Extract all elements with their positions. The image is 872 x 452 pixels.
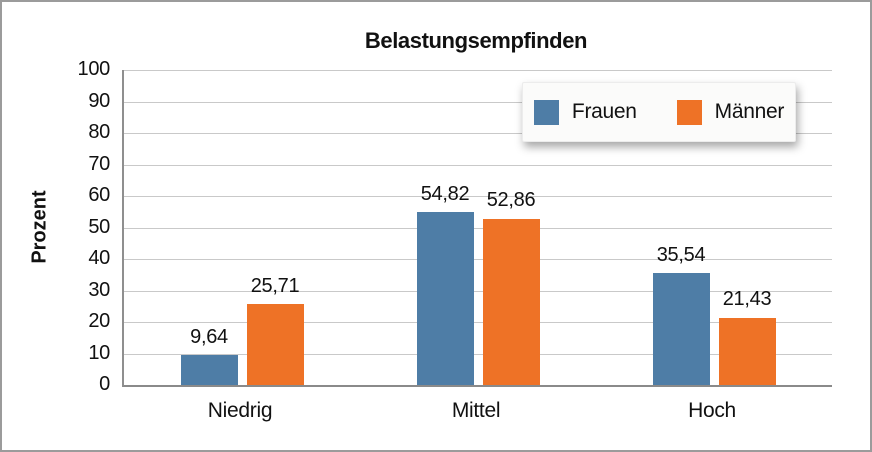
bar-männer-mittel [482, 218, 540, 385]
gridline-70 [124, 164, 832, 166]
gridline-50 [124, 227, 832, 229]
bar-frauen-hoch [652, 273, 710, 385]
x-category-label-hoch: Hoch [688, 399, 736, 422]
gridline-20 [124, 322, 832, 323]
bar-frauen-mittel [416, 212, 474, 385]
gridline-10 [124, 353, 832, 355]
legend-swatch-frauen [533, 99, 559, 125]
y-tick-label-20: 20 [88, 310, 110, 332]
value-label-männer-niedrig: 25,71 [250, 275, 300, 297]
y-tick-label-100: 100 [77, 58, 111, 80]
y-tick-label-0: 0 [99, 373, 110, 395]
legend-swatch-männer [676, 99, 702, 125]
y-tick-label-70: 70 [88, 152, 110, 175]
y-tick-label-30: 30 [88, 278, 110, 301]
bar-frauen-niedrig [180, 354, 238, 385]
y-tick-label-60: 60 [88, 184, 110, 206]
gridline-100 [124, 70, 832, 71]
legend-label-frauen: Frauen [571, 100, 637, 123]
legend: Frauen Männer [522, 82, 796, 142]
legend-item-männer: Männer [676, 99, 785, 125]
bar-männer-hoch [718, 317, 776, 385]
gridline-60 [124, 196, 832, 197]
y-tick-label-50: 50 [88, 215, 110, 238]
y-tick-label-90: 90 [88, 89, 110, 112]
value-label-frauen-niedrig: 9,64 [190, 325, 228, 348]
legend-label-männer: Männer [714, 100, 785, 123]
legend-item-frauen: Frauen [533, 99, 637, 125]
x-category-label-niedrig: Niedrig [207, 399, 273, 422]
gridline-80 [124, 133, 832, 134]
plot-area: 9,64 25,71 54,82 52,86 35,54 21,43 [122, 70, 832, 387]
value-label-männer-hoch: 21,43 [722, 288, 772, 311]
y-tick-label-40: 40 [88, 247, 110, 269]
chart-title: Belastungsempfinden [364, 28, 588, 53]
y-tick-label-80: 80 [88, 121, 110, 143]
gridline-40 [124, 259, 832, 260]
gridline-90 [124, 101, 832, 103]
y-tick-label-10: 10 [88, 341, 110, 364]
value-label-männer-mittel: 52,86 [486, 189, 536, 212]
value-label-frauen-mittel: 54,82 [420, 183, 470, 206]
bar-männer-niedrig [246, 304, 304, 385]
gridline-30 [124, 290, 832, 292]
x-category-label-mittel: Mittel [451, 399, 501, 422]
value-label-frauen-hoch: 35,54 [656, 244, 706, 267]
